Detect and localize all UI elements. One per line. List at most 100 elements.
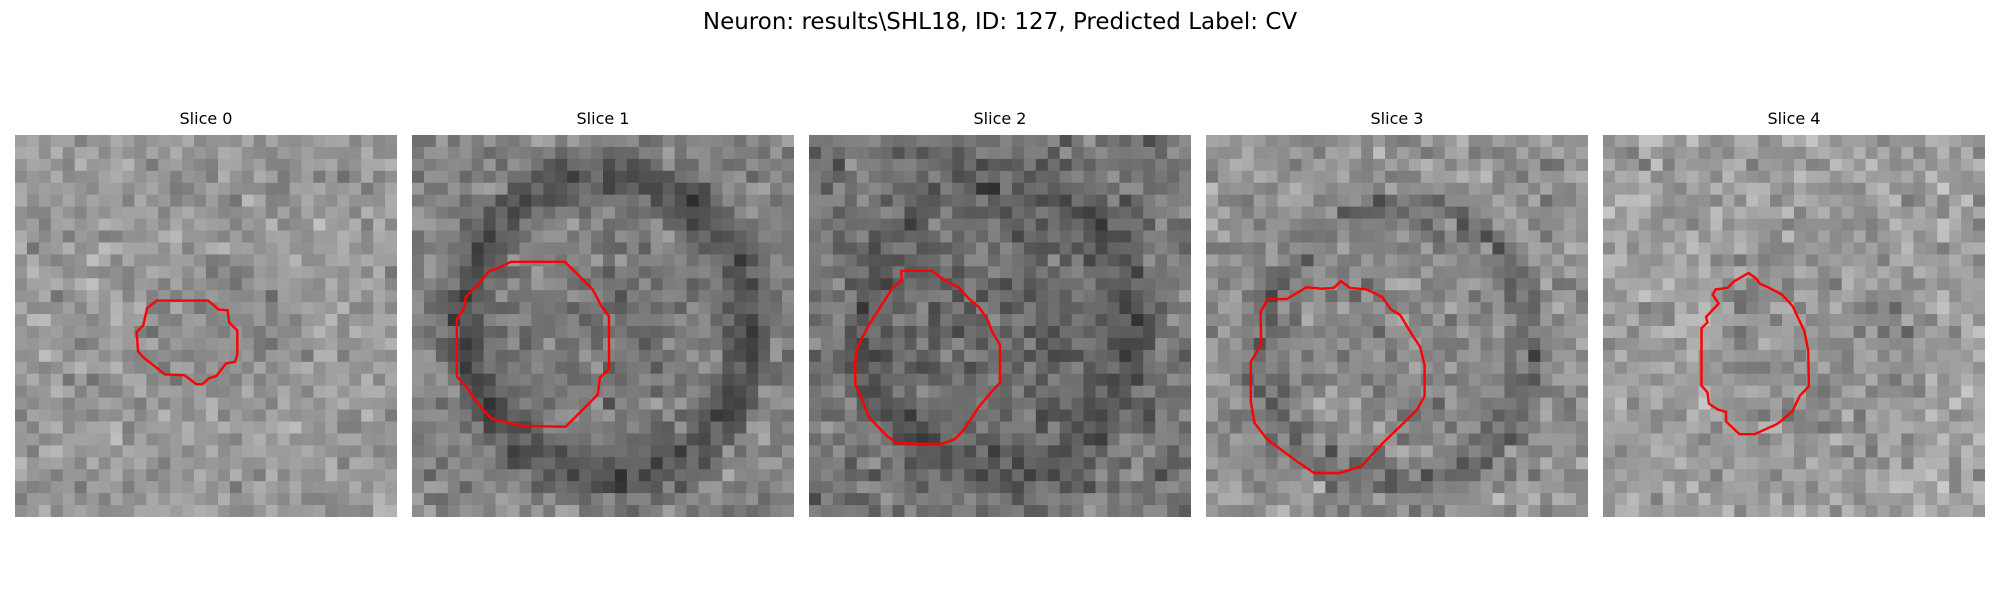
pixel [301, 337, 315, 351]
pixel [1638, 445, 1652, 458]
pixel [134, 266, 147, 279]
pixel [916, 182, 929, 196]
pixel [1662, 337, 1676, 351]
pixel [928, 290, 941, 303]
pixel [1349, 290, 1362, 303]
pixel [361, 242, 374, 255]
pixel [1131, 182, 1144, 196]
pixel [1265, 361, 1279, 375]
pixel [940, 146, 953, 160]
pixel [892, 230, 906, 244]
pixel [988, 135, 1001, 148]
pixel [1552, 409, 1565, 423]
pixel [916, 218, 929, 232]
pixel [1241, 373, 1255, 387]
pixel [1686, 457, 1700, 470]
pixel [385, 242, 397, 255]
pixel [361, 135, 374, 148]
pixel [1253, 242, 1267, 255]
pixel [1373, 242, 1386, 255]
pixel [1961, 409, 1974, 423]
pixel [809, 469, 822, 482]
pixel [217, 158, 231, 172]
pixel [241, 182, 255, 196]
pixel [182, 218, 195, 232]
pixel [832, 266, 846, 279]
pixel [1504, 373, 1517, 387]
pixel [1155, 314, 1168, 327]
pixel [1865, 433, 1879, 446]
pixel [555, 385, 568, 399]
pixel [1698, 182, 1712, 196]
pixel [1937, 230, 1950, 244]
pixel [650, 278, 664, 291]
pixel [916, 373, 929, 387]
pixel [579, 254, 592, 267]
pixel [1829, 385, 1843, 399]
pixel [1071, 326, 1085, 339]
pixel [1576, 337, 1588, 351]
pixel [519, 421, 532, 435]
pixel [1313, 457, 1326, 470]
pixel [459, 158, 473, 172]
pixel [1829, 218, 1843, 232]
pixel [158, 278, 171, 291]
pixel [1913, 135, 1926, 148]
pixel [626, 206, 640, 220]
pixel [1949, 385, 1962, 399]
pixel [86, 278, 100, 291]
pixel [1277, 314, 1291, 327]
pixel [1179, 266, 1191, 279]
pixel [567, 493, 580, 506]
pixel [471, 361, 485, 375]
pixel [698, 445, 712, 458]
pixel [74, 326, 88, 339]
pixel [1179, 373, 1191, 387]
pixel [206, 493, 219, 506]
pixel [1277, 146, 1291, 160]
pixel [1119, 170, 1132, 184]
pixel [591, 254, 604, 267]
pixel [1961, 158, 1974, 172]
pixel [1229, 278, 1243, 291]
pixel [1095, 469, 1109, 482]
pixel [1480, 445, 1494, 458]
pixel [1961, 170, 1974, 184]
pixel [650, 170, 664, 184]
pixel [579, 242, 592, 255]
pixel [1432, 481, 1446, 494]
pixel [182, 254, 195, 267]
pixel [1877, 278, 1891, 291]
pixel [832, 242, 846, 255]
pixel [26, 385, 40, 399]
pixel [880, 481, 894, 494]
pixel [1829, 242, 1843, 255]
pixel [976, 170, 989, 184]
pixel [1782, 349, 1795, 363]
pixel [146, 361, 159, 375]
pixel [1277, 493, 1291, 506]
pixel [1504, 194, 1517, 208]
pixel [1626, 445, 1640, 458]
pixel [1782, 361, 1795, 375]
pixel [880, 254, 894, 267]
pixel [1782, 421, 1795, 435]
pixel [1540, 278, 1553, 291]
pixel [26, 242, 40, 255]
pixel [277, 445, 291, 458]
pixel [229, 266, 243, 279]
pixel [782, 326, 794, 339]
pixel [1131, 218, 1144, 232]
pixel [241, 481, 255, 494]
pixel [325, 170, 338, 184]
pixel [1011, 254, 1025, 267]
pixel [495, 230, 509, 244]
pixel [614, 206, 628, 220]
pixel [1373, 385, 1386, 399]
pixel [1626, 290, 1640, 303]
pixel [1361, 290, 1374, 303]
pixel [916, 230, 929, 244]
pixel [325, 361, 338, 375]
pixel [1131, 242, 1144, 255]
pixel [1540, 170, 1553, 184]
